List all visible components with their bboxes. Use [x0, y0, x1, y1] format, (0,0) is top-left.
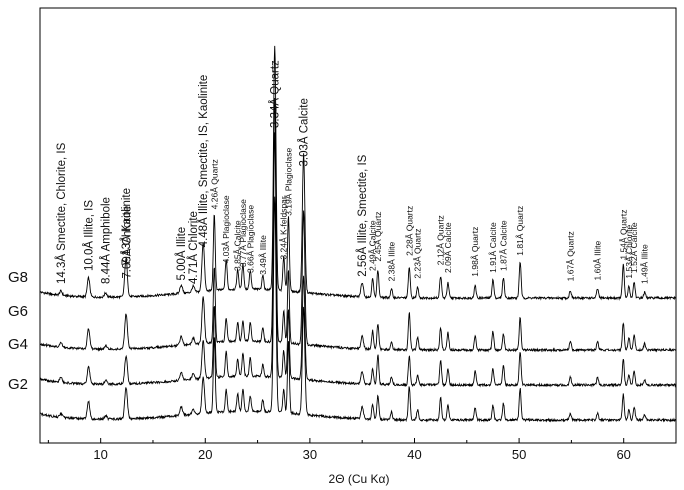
peak-label: 1.67Å Quartz: [565, 231, 575, 281]
x-axis-title: 2Θ (Cu Kα): [329, 472, 390, 486]
peak-label: 1.81Å Quartz: [515, 206, 525, 256]
x-tick-label: 30: [303, 447, 317, 462]
peak-label: 10.0Å Illite, IS: [83, 200, 96, 271]
peak-label: 3.24Å K-feldspar: [279, 196, 289, 259]
x-tick-label: 10: [93, 447, 107, 462]
axis-layer: 10 20 30 40 50 60: [39, 7, 677, 462]
series-trace-g4: [39, 132, 677, 388]
series-label-g2: G2: [8, 376, 28, 393]
series-label-g4: G4: [8, 336, 28, 353]
x-tick-label: 40: [407, 447, 421, 462]
peak-label: 1.49Å Illite: [640, 244, 650, 284]
x-tick-label: 60: [616, 447, 630, 462]
peak-label: 3.77Å Plagioclase: [238, 199, 248, 267]
plot-frame: [39, 7, 677, 444]
peak-label: 4.03Å Plagioclase: [221, 195, 231, 263]
series-label-layer: G8 G6 G4 G2: [8, 269, 28, 393]
peak-label: 8.44Å Amphibole: [100, 197, 113, 284]
series-label-g6: G6: [8, 303, 28, 320]
peak-label: 3.03Å Calcite: [298, 98, 311, 166]
peak-label: 3.66Å Plagioclase: [245, 205, 255, 273]
peak-label: 2.12Å Quartz: [436, 215, 446, 265]
peak-label: 2.49Å Calcite: [368, 220, 378, 271]
peak-label: 1.98Å Quartz: [470, 227, 480, 277]
peak-label: 2.56Å Illite, Smectite, IS: [356, 154, 369, 276]
trace-layer: [39, 45, 677, 423]
peak-label: 2.38Å Illite: [387, 241, 397, 281]
series-label-g8: G8: [8, 269, 28, 286]
x-tick-label: 20: [198, 447, 212, 462]
series-trace-g6: [39, 97, 677, 353]
peak-label: 4.71Å Chlorite: [187, 211, 200, 284]
peak-label: 3.34Å Quartz: [269, 60, 282, 128]
peak-label: 1.91Å Calcite: [488, 222, 498, 273]
peak-label: 4.48Å Illite, Smectite, IS, Kaolinite: [197, 75, 210, 248]
peak-label: 1.54Å Quartz: [618, 210, 628, 260]
peak-label: 4.26Å Quartz: [209, 159, 219, 209]
peak-label: 7.09Å Chlorite: [121, 206, 134, 279]
peak-label: 7.13Å Kaolinite: [120, 188, 133, 265]
peak-label: 3.49Å Illite: [258, 235, 268, 275]
peak-label: 1.60Å Illite: [593, 240, 603, 280]
peak-label: 3.85Å Calcite: [233, 220, 243, 271]
peak-label: 1.87Å Calcite: [498, 220, 508, 271]
peak-label: 2.45Å Quartz: [373, 211, 383, 261]
peak-label: 2.23Å Quartz: [413, 228, 423, 278]
peak-label: 14.3Å Smectite, Chlorite, IS: [55, 142, 68, 284]
series-trace-g8: [39, 45, 677, 301]
peak-label-layer: 14.3Å Smectite, Chlorite, IS 10.0Å Illite…: [55, 60, 650, 284]
peak-label: 3.19Å Plagioclase: [283, 148, 293, 216]
peak-label: 1.53Å Chlorite: [624, 224, 634, 278]
x-tick-label: 50: [512, 447, 526, 462]
peak-label: 1.52Å Calcite: [629, 222, 639, 273]
series-trace-g2: [39, 196, 677, 423]
peak-label: 5.00Å Illite: [175, 227, 188, 281]
peak-label: 2.09Å Calcite: [443, 222, 453, 273]
peak-label: 2.28Å Quartz: [404, 206, 414, 256]
